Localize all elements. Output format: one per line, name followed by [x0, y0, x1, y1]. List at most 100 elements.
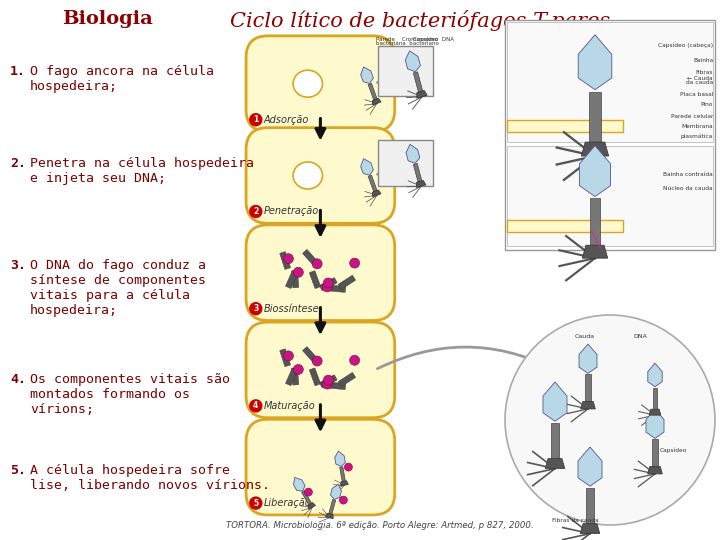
Ellipse shape	[293, 70, 323, 97]
Polygon shape	[646, 409, 664, 438]
Circle shape	[339, 496, 347, 504]
Polygon shape	[361, 67, 374, 84]
Polygon shape	[551, 423, 559, 458]
Circle shape	[293, 364, 303, 374]
Text: 4: 4	[253, 401, 258, 410]
Polygon shape	[335, 451, 346, 467]
Polygon shape	[545, 458, 564, 469]
Text: Capsídeo  DNA: Capsídeo DNA	[413, 36, 454, 42]
Text: Biologia: Biologia	[62, 10, 153, 28]
Polygon shape	[581, 142, 608, 156]
Text: 5: 5	[253, 498, 258, 508]
FancyBboxPatch shape	[338, 373, 356, 387]
Text: Penetra na célula hospedeira
e injeta seu DNA;: Penetra na célula hospedeira e injeta se…	[30, 157, 254, 185]
Circle shape	[284, 351, 294, 361]
Circle shape	[305, 488, 312, 496]
Circle shape	[250, 303, 262, 315]
Text: Liberação: Liberação	[264, 498, 312, 508]
FancyBboxPatch shape	[378, 46, 433, 96]
Polygon shape	[580, 146, 611, 197]
Ellipse shape	[293, 162, 323, 189]
FancyBboxPatch shape	[328, 382, 346, 389]
Text: da cauda: da cauda	[685, 79, 713, 84]
Polygon shape	[406, 144, 420, 163]
Text: Membrana: Membrana	[681, 125, 713, 130]
Text: 4.: 4.	[10, 373, 26, 386]
Text: 3.: 3.	[10, 259, 26, 272]
Text: Os componentes vitais são
montados formando os
vírions;: Os componentes vitais são montados forma…	[30, 373, 230, 416]
FancyBboxPatch shape	[292, 368, 299, 385]
Text: 1.: 1.	[10, 65, 26, 78]
FancyBboxPatch shape	[302, 347, 318, 363]
Polygon shape	[578, 35, 612, 90]
Polygon shape	[413, 72, 423, 92]
Text: Capsídeo (cabeça): Capsídeo (cabeça)	[658, 42, 713, 48]
Polygon shape	[649, 409, 661, 415]
Text: Parede    Cromossomo: Parede Cromossomo	[376, 37, 438, 42]
FancyBboxPatch shape	[286, 271, 297, 288]
FancyBboxPatch shape	[246, 322, 395, 418]
FancyBboxPatch shape	[378, 139, 433, 186]
Polygon shape	[648, 467, 662, 474]
Text: A célula hospedeira sofre
lise, liberando novos vírions.: A célula hospedeira sofre lise, liberand…	[30, 464, 270, 492]
FancyBboxPatch shape	[302, 249, 318, 266]
Circle shape	[250, 400, 262, 412]
Polygon shape	[580, 524, 600, 534]
Text: Parede celular: Parede celular	[670, 114, 713, 119]
Text: O DNA do fago conduz a
síntese de componentes
vitais para a célula
hospedeira;: O DNA do fago conduz a síntese de compon…	[30, 259, 206, 317]
Text: plasmática: plasmática	[680, 133, 713, 139]
Polygon shape	[341, 481, 348, 486]
Polygon shape	[648, 363, 662, 387]
FancyBboxPatch shape	[280, 349, 291, 367]
Text: 1: 1	[253, 115, 258, 124]
Polygon shape	[579, 344, 597, 373]
Text: Penetração: Penetração	[264, 206, 319, 217]
Polygon shape	[372, 98, 381, 105]
FancyBboxPatch shape	[507, 220, 623, 232]
FancyBboxPatch shape	[328, 285, 346, 292]
Text: Biossíntese: Biossíntese	[264, 303, 320, 314]
FancyBboxPatch shape	[246, 225, 395, 321]
Text: O fago ancora na célula
hospedeira;: O fago ancora na célula hospedeira;	[30, 65, 214, 93]
Polygon shape	[307, 503, 315, 509]
Text: 5.: 5.	[10, 464, 26, 477]
Circle shape	[293, 267, 303, 277]
Text: Bainha: Bainha	[693, 57, 713, 63]
Circle shape	[312, 259, 322, 269]
Circle shape	[312, 356, 322, 366]
FancyBboxPatch shape	[246, 36, 395, 132]
Circle shape	[350, 355, 359, 365]
FancyBboxPatch shape	[310, 368, 320, 386]
Polygon shape	[329, 500, 336, 514]
Polygon shape	[302, 491, 312, 505]
Circle shape	[323, 375, 333, 385]
Polygon shape	[368, 175, 377, 192]
FancyBboxPatch shape	[320, 278, 337, 291]
Circle shape	[350, 258, 359, 268]
Polygon shape	[580, 401, 595, 409]
Polygon shape	[586, 488, 594, 524]
Polygon shape	[652, 388, 657, 409]
Circle shape	[322, 379, 332, 389]
FancyBboxPatch shape	[507, 146, 713, 246]
Polygon shape	[372, 190, 381, 197]
Text: Maturação: Maturação	[264, 401, 315, 411]
Text: Fibras: Fibras	[696, 70, 713, 75]
FancyBboxPatch shape	[280, 252, 291, 269]
Text: Cauda: Cauda	[575, 334, 595, 339]
Polygon shape	[413, 164, 422, 182]
Polygon shape	[405, 51, 420, 72]
Polygon shape	[590, 198, 600, 245]
Polygon shape	[368, 83, 377, 100]
Circle shape	[250, 497, 262, 509]
FancyBboxPatch shape	[292, 271, 299, 288]
Polygon shape	[417, 91, 427, 98]
Polygon shape	[578, 447, 602, 486]
FancyBboxPatch shape	[246, 419, 395, 515]
Circle shape	[344, 463, 352, 471]
Text: Ciclo lítico de bacteriófagos T-pares: Ciclo lítico de bacteriófagos T-pares	[230, 10, 610, 31]
Polygon shape	[585, 374, 591, 401]
FancyBboxPatch shape	[310, 271, 320, 288]
Circle shape	[323, 278, 333, 288]
Polygon shape	[340, 467, 346, 482]
